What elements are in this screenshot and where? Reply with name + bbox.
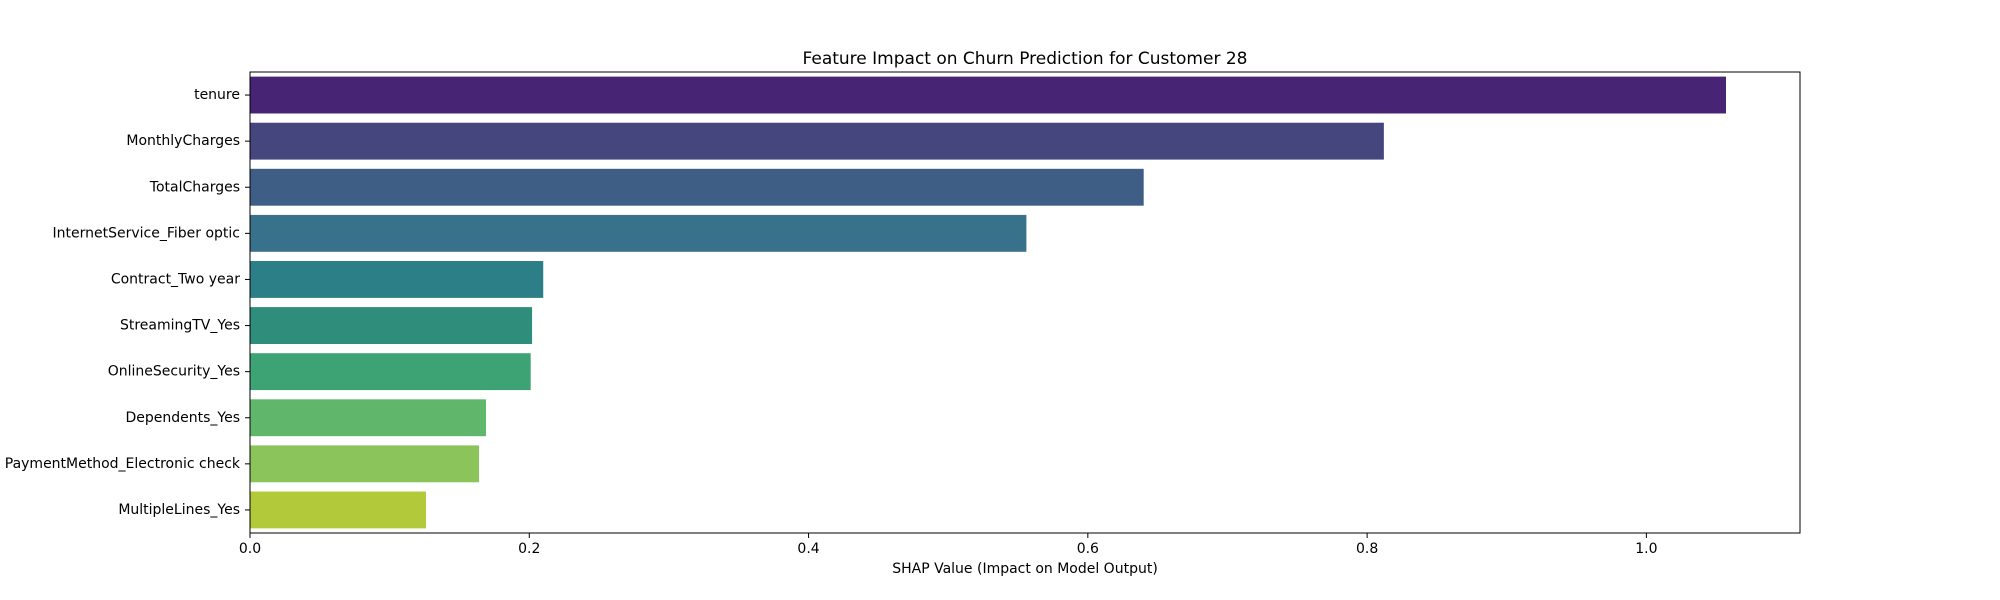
bar-4 bbox=[250, 261, 544, 298]
bar-0 bbox=[250, 76, 1726, 114]
y-tick-label-3: InternetService_Fiber optic bbox=[53, 225, 241, 241]
x-axis-ticks: 0.0 0.2 0.4 0.6 0.8 1.0 bbox=[239, 533, 1658, 557]
y-tick-label-9: MultipleLines_Yes bbox=[118, 502, 240, 518]
chart-title: Feature Impact on Churn Prediction for C… bbox=[803, 49, 1248, 69]
y-tick-label-5: StreamingTV_Yes bbox=[120, 318, 240, 334]
bar-5 bbox=[250, 307, 533, 344]
x-tick-label-3: 0.6 bbox=[1077, 541, 1099, 557]
x-tick-label-5: 1.0 bbox=[1635, 541, 1657, 557]
bar-7 bbox=[250, 399, 486, 437]
y-tick-label-8: PaymentMethod_Electronic check bbox=[5, 456, 241, 472]
y-tick-label-0: tenure bbox=[194, 87, 240, 103]
bar-3 bbox=[250, 214, 1027, 252]
y-tick-label-2: TotalCharges bbox=[149, 179, 240, 195]
y-tick-label-7: Dependents_Yes bbox=[125, 410, 240, 426]
x-tick-label-1: 0.2 bbox=[518, 541, 540, 557]
x-axis-label: SHAP Value (Impact on Model Output) bbox=[892, 561, 1158, 577]
x-tick-label-0: 0.0 bbox=[239, 541, 261, 557]
y-tick-label-4: Contract_Two year bbox=[111, 271, 240, 287]
bar-2 bbox=[250, 168, 1144, 206]
x-tick-label-2: 0.4 bbox=[797, 541, 819, 557]
bar-1 bbox=[250, 122, 1384, 160]
bar-6 bbox=[250, 353, 531, 391]
bars-group bbox=[250, 76, 1726, 529]
y-axis-ticks: tenure MonthlyCharges TotalCharges Internet… bbox=[5, 87, 250, 518]
bar-8 bbox=[250, 445, 480, 483]
bar-9 bbox=[250, 491, 426, 529]
y-tick-label-1: MonthlyCharges bbox=[126, 133, 240, 149]
plot-frame bbox=[249, 71, 1801, 534]
y-tick-label-6: OnlineSecurity_Yes bbox=[108, 364, 240, 380]
x-tick-label-4: 0.8 bbox=[1356, 541, 1378, 557]
